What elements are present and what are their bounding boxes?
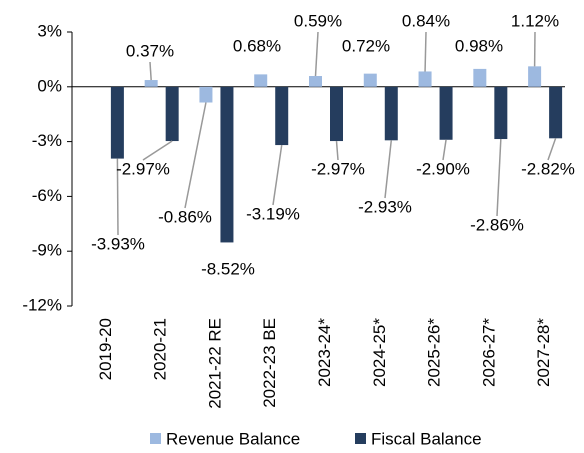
- bar: [473, 68, 487, 87]
- value-label: -3.19%: [246, 204, 300, 223]
- legend-label: Revenue Balance: [166, 429, 300, 448]
- value-label: 0.84%: [402, 11, 450, 30]
- bar: [275, 86, 289, 146]
- bar: [199, 86, 213, 103]
- leader-line: [142, 140, 173, 161]
- bar: [110, 86, 124, 159]
- bar: [494, 86, 508, 140]
- bar: [418, 71, 432, 87]
- legend-swatch: [150, 433, 161, 444]
- bar: [254, 74, 268, 87]
- value-label: 0.72%: [342, 36, 390, 55]
- x-tick-label: 2021-22 RE: [205, 318, 224, 409]
- x-tick-label: 2020-21: [151, 318, 170, 380]
- value-label: -3.93%: [91, 234, 145, 253]
- leader-line: [335, 140, 339, 161]
- x-tick-label: 2027-28*: [534, 318, 553, 387]
- y-tick-label: -6%: [32, 186, 62, 205]
- leader-line: [442, 139, 447, 161]
- legend-swatch: [355, 433, 366, 444]
- value-label: -2.90%: [416, 159, 470, 178]
- bar: [528, 66, 542, 87]
- x-tick-label: 2024-25*: [370, 318, 389, 387]
- x-tick-label: 2022-23 BE: [260, 318, 279, 408]
- value-label: 1.12%: [511, 11, 559, 30]
- bar: [384, 86, 398, 141]
- y-tick-label: -9%: [32, 241, 62, 260]
- y-tick-label: -3%: [32, 131, 62, 150]
- value-label: 0.98%: [455, 36, 503, 55]
- leader-line: [149, 61, 152, 81]
- leader-line: [424, 31, 427, 72]
- value-label: 0.37%: [126, 41, 174, 60]
- value-label: -2.97%: [311, 159, 365, 178]
- leader-line: [547, 138, 557, 161]
- x-tick-label: 2023-24*: [315, 318, 334, 387]
- value-label: -2.82%: [521, 159, 575, 178]
- x-tick-label: 2019-20: [96, 318, 115, 380]
- x-tick-label: 2025-26*: [425, 318, 444, 387]
- value-label: 0.59%: [294, 11, 342, 30]
- bar: [309, 76, 322, 87]
- x-tick-label: 2026-27*: [479, 318, 498, 387]
- bar: [144, 80, 158, 87]
- value-label: -8.52%: [201, 259, 255, 278]
- y-tick-label: 3%: [37, 21, 62, 40]
- value-label: 0.68%: [233, 36, 281, 55]
- bar: [439, 86, 453, 140]
- bar: [363, 73, 377, 87]
- value-label: -2.86%: [470, 215, 524, 234]
- bar: [220, 86, 234, 243]
- value-label: -2.97%: [116, 159, 170, 178]
- leader-line: [384, 140, 393, 199]
- y-tick-label: -12%: [22, 295, 62, 314]
- bar: [165, 86, 179, 142]
- leader-line: [496, 139, 502, 217]
- y-tick-label: 0%: [37, 76, 62, 95]
- value-label: -0.86%: [158, 207, 212, 226]
- leader-line: [314, 31, 319, 77]
- leader-line: [184, 102, 207, 209]
- leader-line: [272, 144, 283, 206]
- bar: [330, 86, 343, 142]
- leader-line: [116, 158, 119, 236]
- value-label: -2.93%: [358, 197, 412, 216]
- bar: [549, 86, 563, 139]
- legend-label: Fiscal Balance: [371, 429, 482, 448]
